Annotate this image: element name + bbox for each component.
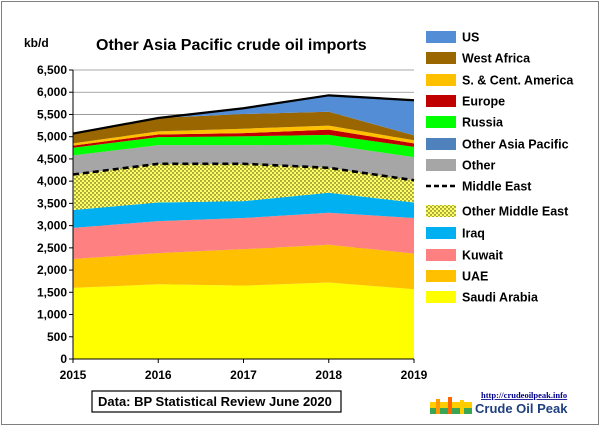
legend-item-other-middle-east: Other Middle East xyxy=(426,205,569,219)
area-iraq xyxy=(73,192,414,228)
x-tick-label: 2019 xyxy=(401,368,428,382)
legend-swatch xyxy=(426,227,456,239)
legend-label: S. & Cent. America xyxy=(462,74,574,88)
y-tick-label: 4,000 xyxy=(37,174,67,188)
legend-item-saudi-arabia: Saudi Arabia xyxy=(426,291,539,305)
legend-swatch xyxy=(426,138,456,150)
legend-item-europe: Europe xyxy=(426,95,505,109)
legend-label: West Africa xyxy=(462,52,531,66)
y-ticks: 0 500 1,000 1,500 2,000 2,500 3,000 3,500 4,000 4… xyxy=(37,63,73,366)
x-tick-label: 2016 xyxy=(145,368,172,382)
total-line xyxy=(72,94,415,135)
overlay-lines xyxy=(72,94,415,182)
x-tick-label: 2018 xyxy=(315,368,342,382)
x-ticks: 2015 2016 2017 2018 2019 xyxy=(60,359,428,382)
legend-swatch xyxy=(426,249,456,261)
y-tick-label: 2,000 xyxy=(37,263,67,277)
source-note: Data: BP Statistical Review June 2020 xyxy=(98,394,332,409)
y-tick-label: 2,500 xyxy=(37,241,67,255)
legend-item-kuwait: Kuwait xyxy=(426,249,504,263)
legend-swatch xyxy=(426,159,456,171)
legend-label: Kuwait xyxy=(462,249,504,263)
crude-oil-peak-logo: http://crudeoilpeak.info Crude Oil Peak xyxy=(430,390,568,416)
logo-name: Crude Oil Peak xyxy=(475,401,568,416)
area-saudi-arabia xyxy=(73,282,414,359)
y-tick-label: 6,500 xyxy=(37,63,67,77)
legend-label: Iraq xyxy=(462,227,485,241)
legend-swatch xyxy=(426,116,456,128)
legend-item-middle-east: Middle East xyxy=(426,180,532,194)
legend: US West Africa S. & Cent. America Europe Rus… xyxy=(426,31,574,305)
legend-item-uae: UAE xyxy=(426,270,488,284)
legend-label: Other Asia Pacific xyxy=(462,138,569,152)
legend-item-west-africa: West Africa xyxy=(426,52,531,66)
source-note-box xyxy=(91,390,342,413)
legend-label: US xyxy=(462,31,479,45)
y-tick-label: 1,000 xyxy=(37,308,67,322)
legend-swatch xyxy=(426,291,456,303)
legend-label: Other Middle East xyxy=(462,205,569,219)
legend-item-iraq: Iraq xyxy=(426,227,485,241)
area-west-africa xyxy=(73,111,414,144)
legend-swatch xyxy=(426,31,456,43)
y-tick-label: 5,000 xyxy=(37,130,67,144)
legend-swatch xyxy=(426,52,456,64)
middle-east-line xyxy=(72,162,415,182)
x-tick-label: 2017 xyxy=(230,368,257,382)
y-tick-label: 3,000 xyxy=(37,219,67,233)
legend-item-s-cent-america: S. & Cent. America xyxy=(426,74,574,88)
legend-swatch xyxy=(426,74,456,86)
area-us xyxy=(73,95,414,136)
x-tick-label: 2015 xyxy=(60,368,87,382)
y-tick-label: 0 xyxy=(60,352,67,366)
legend-swatch xyxy=(426,270,456,282)
legend-item-other-asia-pacific: Other Asia Pacific xyxy=(426,138,569,152)
legend-label: Middle East xyxy=(462,180,532,194)
y-tick-label: 4,500 xyxy=(37,152,67,166)
y-tick-label: 3,500 xyxy=(37,196,67,210)
y-axis-label: kb/d xyxy=(24,36,49,50)
legend-label: Europe xyxy=(462,95,505,109)
chart-title: Other Asia Pacific crude oil imports xyxy=(96,37,367,54)
legend-item-other: Other xyxy=(426,159,495,173)
legend-item-russia: Russia xyxy=(426,116,504,130)
area-other xyxy=(73,144,414,181)
area-russia xyxy=(73,134,414,158)
legend-label: Other xyxy=(462,159,495,173)
area-s-cent-america xyxy=(73,125,414,146)
area-kuwait xyxy=(73,212,414,259)
stacked-areas xyxy=(73,95,414,359)
y-tick-label: 6,000 xyxy=(37,85,67,99)
legend-item-us: US xyxy=(426,31,479,45)
legend-swatch xyxy=(426,205,456,217)
legend-label: Saudi Arabia xyxy=(462,291,539,305)
area-other-middle-east xyxy=(73,163,414,211)
legend-swatch xyxy=(426,95,456,107)
legend-label: UAE xyxy=(462,270,488,284)
legend-label: Russia xyxy=(462,116,504,130)
y-tick-label: 5,500 xyxy=(37,107,67,121)
logo-url: http://crudeoilpeak.info xyxy=(481,390,567,400)
area-uae xyxy=(73,244,414,290)
area-europe xyxy=(73,129,414,148)
y-tick-label: 1,500 xyxy=(37,285,67,299)
y-tick-label: 500 xyxy=(47,330,67,344)
